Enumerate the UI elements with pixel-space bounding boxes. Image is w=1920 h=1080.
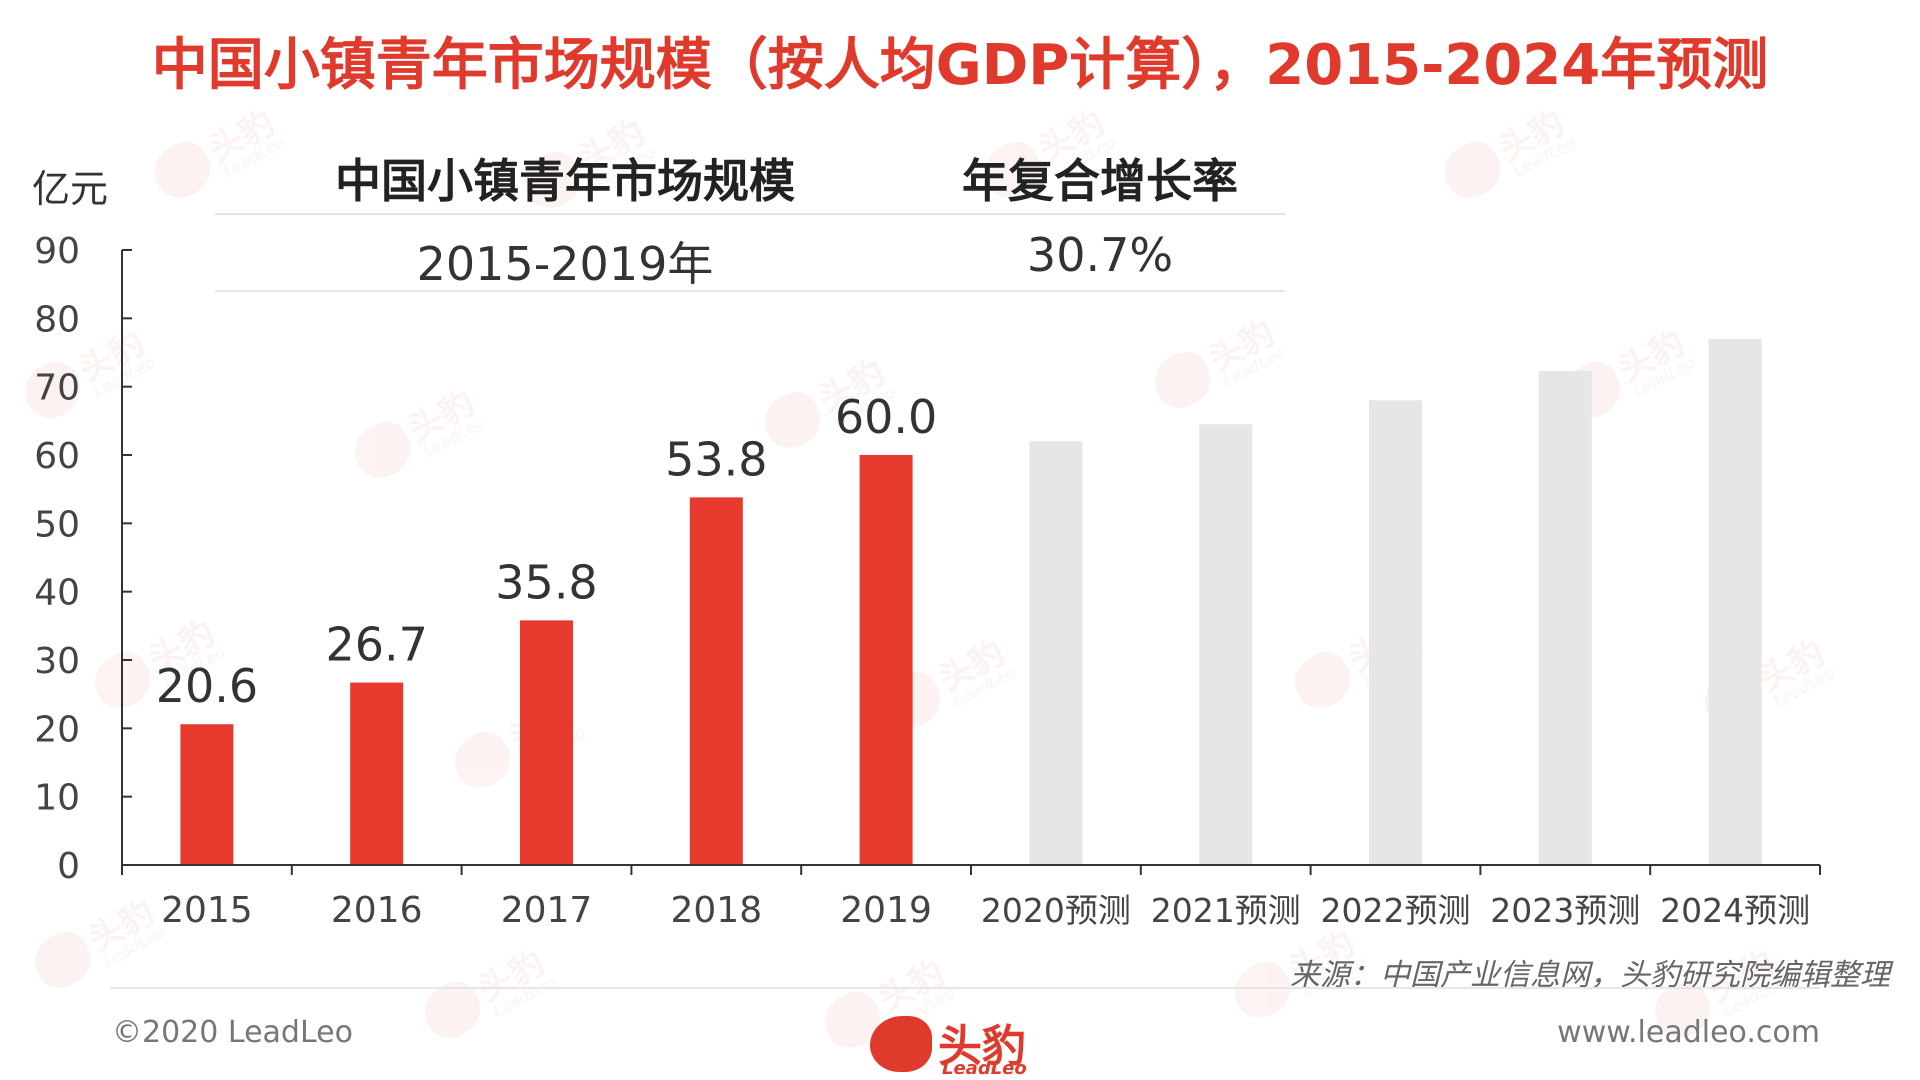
bar-2024预测 — [1708, 338, 1762, 865]
x-tick-label: 2020预测 — [981, 891, 1131, 930]
summary-header-cagr: 年复合增长率 — [962, 154, 1238, 208]
y-tick-label: 90 — [34, 231, 80, 272]
summary-period: 2015-2019年 — [416, 237, 714, 291]
y-tick-label: 70 — [34, 368, 80, 409]
bar-2022预测 — [1369, 400, 1422, 865]
leopard-icon — [870, 1016, 932, 1072]
x-tick-label: 2018 — [670, 890, 762, 931]
y-tick-label: 80 — [34, 299, 80, 340]
data-label: 20.6 — [156, 659, 258, 713]
leadleo-logo: 头豹 LeadLeo — [870, 1008, 1060, 1079]
bar-2015 — [180, 724, 234, 865]
logo-name: 头豹 — [938, 1021, 1026, 1072]
data-label: 60.0 — [835, 390, 937, 444]
y-tick-label: 0 — [57, 846, 80, 887]
data-label: 26.7 — [325, 618, 427, 672]
x-tick-label: 2023预测 — [1490, 891, 1640, 930]
x-tick-label: 2016 — [331, 890, 423, 931]
bar-2019 — [859, 455, 913, 865]
x-tick-label: 2017 — [501, 890, 593, 931]
summary-divider — [215, 290, 1285, 292]
data-label: 53.8 — [665, 432, 767, 486]
y-tick-label: 30 — [34, 641, 80, 682]
bar-2018 — [689, 497, 743, 865]
chart-title: 中国小镇青年市场规模（按人均GDP计算），2015-2024年预测 — [151, 33, 1769, 98]
bar-2020预测 — [1029, 441, 1083, 865]
bar-2021预测 — [1199, 424, 1253, 865]
summary-divider — [215, 213, 1285, 215]
bar-2017 — [520, 620, 573, 865]
x-tick-label: 2019 — [840, 890, 932, 931]
y-tick-label: 60 — [34, 436, 80, 477]
x-tick-label: 2022预测 — [1321, 891, 1471, 930]
bar-2023预测 — [1538, 370, 1592, 865]
y-tick-label: 50 — [34, 504, 80, 545]
y-tick-label: 40 — [34, 573, 80, 614]
copyright-text: ©2020 LeadLeo — [112, 1015, 353, 1050]
footer-divider — [110, 987, 1820, 989]
cagr-summary-table: 中国小镇青年市场规模 年复合增长率 2015-2019年 30.7% — [215, 140, 1285, 295]
y-tick-label: 10 — [34, 778, 80, 819]
y-tick-label: 20 — [34, 709, 80, 750]
website-link[interactable]: www.leadleo.com — [1557, 1015, 1820, 1050]
x-tick-label: 2024预测 — [1660, 891, 1810, 930]
summary-header-market-size: 中国小镇青年市场规模 — [335, 154, 795, 208]
logo-subtitle: LeadLeo — [942, 1058, 1027, 1079]
summary-cagr-value: 30.7% — [1026, 228, 1174, 282]
bar-2016 — [350, 682, 404, 865]
x-tick-label: 2021预测 — [1151, 891, 1301, 930]
y-axis-unit-label: 亿元 — [32, 167, 109, 211]
data-label: 35.8 — [495, 555, 597, 609]
x-tick-label: 2015 — [161, 890, 253, 931]
